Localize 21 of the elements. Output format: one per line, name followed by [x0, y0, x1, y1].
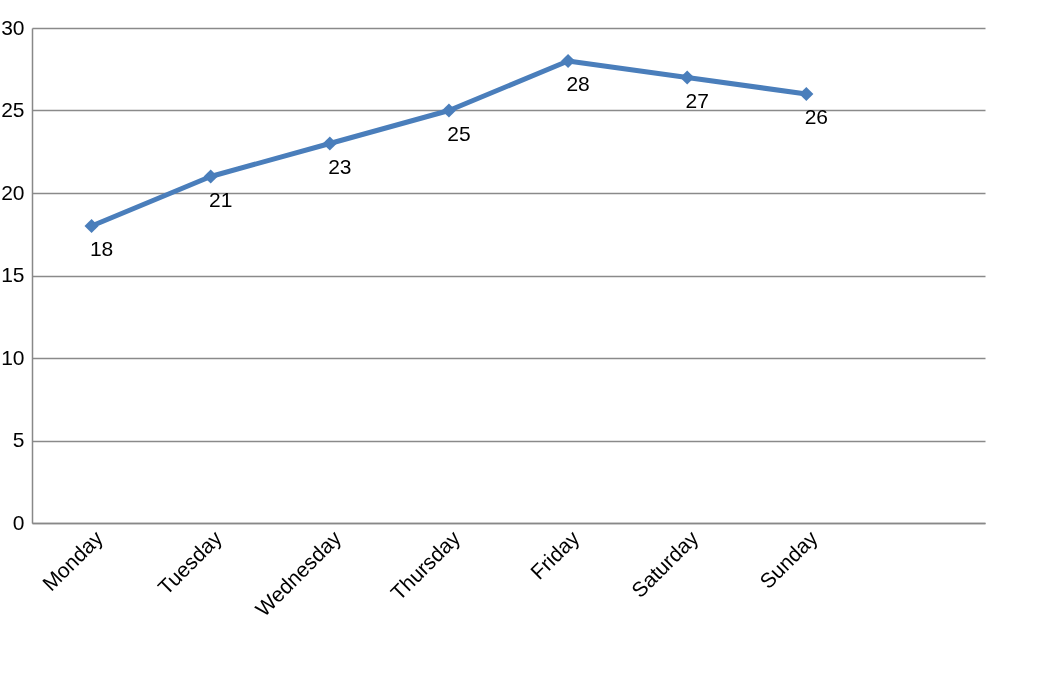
point	[322, 136, 337, 151]
y-tick-label: 5	[12, 428, 25, 451]
point	[84, 218, 99, 234]
data-label: 26	[804, 105, 828, 128]
data-label: 27	[685, 88, 709, 112]
y-tick-label: 20	[1, 180, 25, 204]
data-label: 28	[566, 72, 590, 95]
data-label: 25	[447, 121, 471, 145]
point	[560, 53, 576, 69]
data-label: 21	[209, 187, 233, 211]
y-tick-label: 30	[1, 15, 25, 39]
point	[680, 70, 695, 85]
y-tick-label: 25	[1, 98, 25, 121]
y-tick-label: 0	[12, 510, 25, 534]
point	[203, 169, 218, 184]
point	[799, 86, 814, 102]
data-label: 23	[328, 154, 352, 178]
data-label: 18	[89, 237, 114, 260]
y-tick-label: 15	[1, 263, 25, 286]
y-tick-label: 10	[1, 345, 25, 369]
point	[441, 103, 457, 118]
